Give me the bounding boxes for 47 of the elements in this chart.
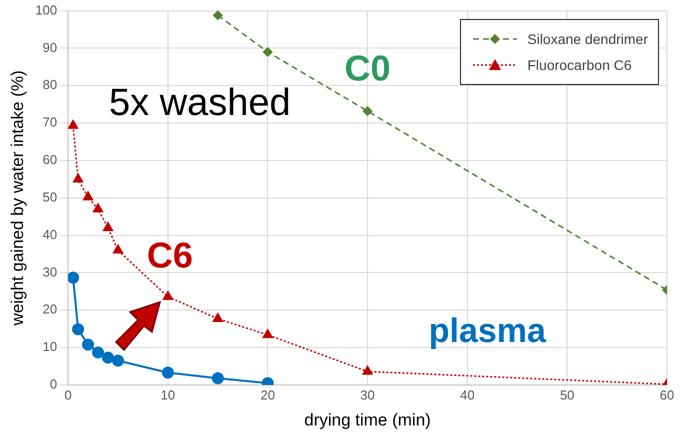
point xyxy=(82,191,94,200)
x-tick-label: 50 xyxy=(560,387,574,402)
point xyxy=(212,313,223,322)
x-tick-label: 30 xyxy=(360,387,375,402)
y-tick-label: 30 xyxy=(42,264,58,280)
y-tick-label: 60 xyxy=(42,152,58,168)
point xyxy=(213,10,223,20)
y-axis-title: weight gained by water intake (%) xyxy=(8,70,27,326)
legend-label: Fluorocarbon C6 xyxy=(527,56,632,73)
y-tick-label: 50 xyxy=(42,189,58,204)
y-tick-label: 0 xyxy=(50,376,58,392)
point xyxy=(112,244,124,254)
x-tick-label: 60 xyxy=(660,387,674,402)
point xyxy=(82,338,94,351)
x-axis-title: drying time (min) xyxy=(304,410,431,430)
annotation: C6 xyxy=(146,234,193,276)
annotation: 5x washed xyxy=(109,82,291,124)
y-tick-label: 70 xyxy=(42,114,58,130)
point xyxy=(92,203,104,212)
point xyxy=(72,323,84,336)
point xyxy=(112,354,124,367)
point xyxy=(212,372,224,384)
y-tick-label: 20 xyxy=(42,302,58,317)
point xyxy=(68,272,80,284)
x-tick-label: 40 xyxy=(460,387,475,402)
point xyxy=(362,106,372,116)
point xyxy=(72,173,84,182)
point xyxy=(362,366,373,375)
point xyxy=(162,290,173,300)
point xyxy=(162,366,174,379)
annotation: C0 xyxy=(344,48,391,89)
y-tick-label: 80 xyxy=(42,77,58,92)
point xyxy=(68,120,78,129)
x-tick-label: 10 xyxy=(160,387,176,402)
y-tick-label: 40 xyxy=(42,226,58,242)
x-tick-label: 20 xyxy=(260,387,275,402)
legend-label: Siloxane dendrimer xyxy=(527,30,648,47)
y-tick-label: 90 xyxy=(42,40,58,55)
point xyxy=(262,47,272,57)
point xyxy=(262,329,273,338)
y-tick-label: 100 xyxy=(35,2,58,18)
point xyxy=(92,346,104,358)
x-tick-label: 0 xyxy=(64,387,72,402)
point xyxy=(102,352,114,364)
y-tick-label: 10 xyxy=(42,339,58,354)
annotation: plasma xyxy=(428,312,547,350)
point xyxy=(102,222,114,232)
